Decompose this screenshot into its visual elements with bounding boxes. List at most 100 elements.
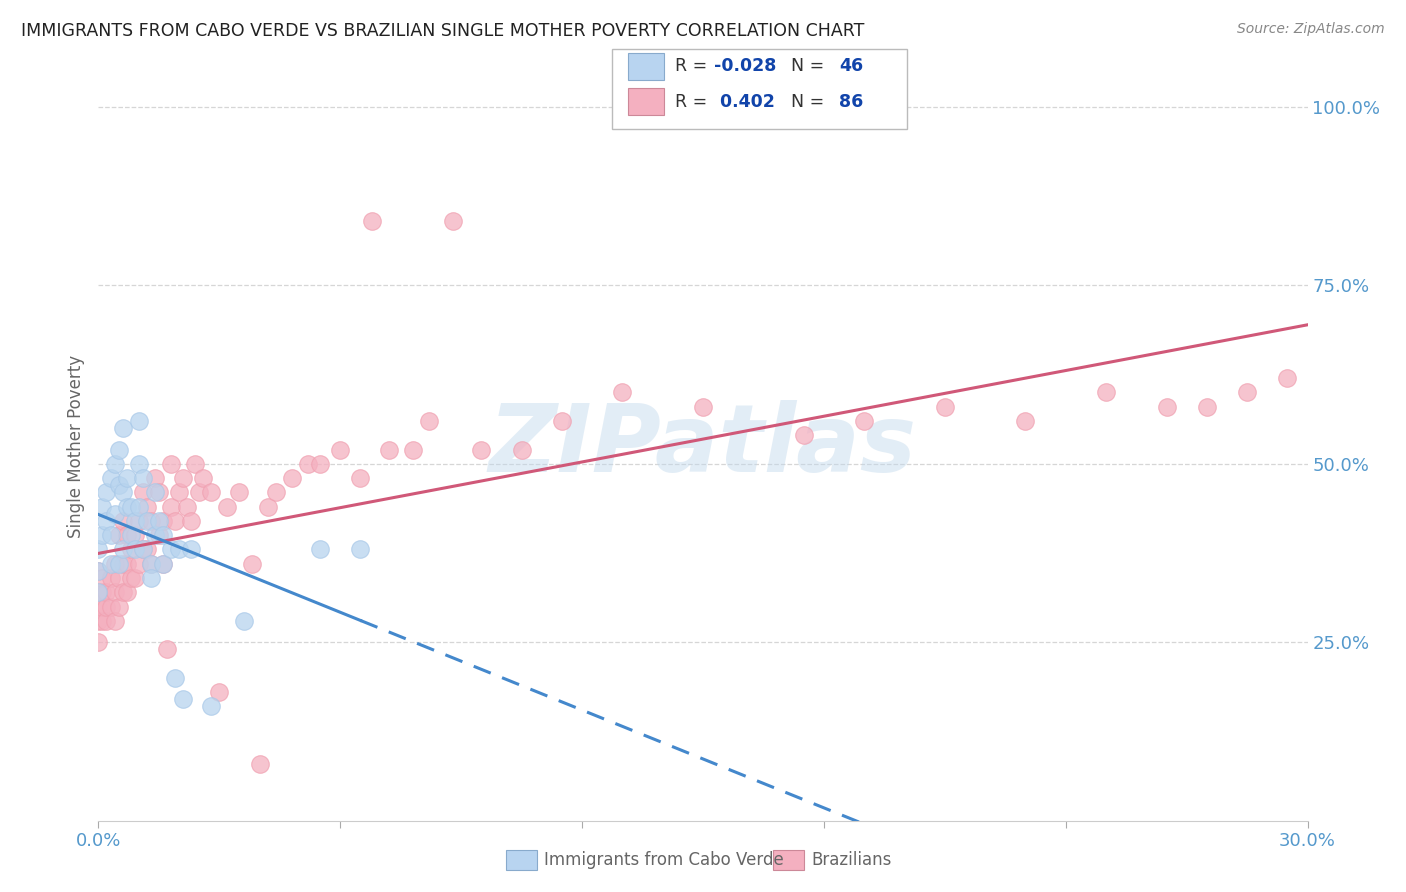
Point [128,457,150,471]
Text: ZIPatlas: ZIPatlas [489,400,917,492]
Text: 0.402: 0.402 [714,93,775,111]
Text: 86: 86 [839,93,863,111]
Point [107,442,129,457]
Point [249,756,271,771]
Point [107,478,129,492]
Point [148,528,170,542]
Point [107,599,129,614]
Point [793,428,815,442]
Point [115,500,138,514]
Text: -0.028: -0.028 [714,57,776,75]
Text: N =: N = [780,93,830,111]
Point [132,485,155,500]
Point [103,614,125,628]
Text: R =: R = [675,93,713,111]
Point [240,557,263,571]
Point [91,585,114,599]
Point [139,557,162,571]
Point [853,414,876,428]
Point [115,528,138,542]
Point [111,542,134,557]
Point [103,457,125,471]
Point [377,442,399,457]
Point [148,514,170,528]
Text: 46: 46 [839,57,863,75]
Point [297,457,319,471]
Point [87,614,110,628]
Text: Source: ZipAtlas.com: Source: ZipAtlas.com [1237,22,1385,37]
Point [139,514,162,528]
Point [232,614,254,628]
Point [510,442,533,457]
Point [135,542,157,557]
Point [163,671,186,685]
Point [163,514,186,528]
Point [111,514,134,528]
Point [184,457,207,471]
Point [87,542,110,557]
Point [100,471,122,485]
Point [143,528,166,542]
Point [208,685,231,699]
Point [87,564,110,578]
Point [91,500,114,514]
Point [264,485,287,500]
Point [180,542,202,557]
Point [128,414,150,428]
Point [132,471,155,485]
Point [934,400,956,414]
Point [96,614,118,628]
Point [200,699,222,714]
Point [180,514,202,528]
Point [156,642,179,657]
Point [120,571,142,585]
Point [96,599,118,614]
Point [152,514,174,528]
Point [115,557,138,571]
Point [135,514,157,528]
Point [103,507,125,521]
Point [124,571,146,585]
Point [143,485,166,500]
Point [96,514,118,528]
Point [120,500,142,514]
Point [115,471,138,485]
Point [1277,371,1299,385]
Point [329,442,352,457]
Point [87,564,110,578]
Point [200,485,222,500]
Point [132,542,155,557]
Point [1236,385,1258,400]
Y-axis label: Single Mother Poverty: Single Mother Poverty [66,354,84,538]
Point [115,585,138,599]
Point [100,571,122,585]
Point [91,571,114,585]
Point [470,442,492,457]
Point [111,485,134,500]
Point [1014,414,1036,428]
Point [124,528,146,542]
Point [418,414,440,428]
Point [349,542,371,557]
Point [281,471,304,485]
Point [160,500,183,514]
Point [100,599,122,614]
Point [441,214,464,228]
Point [160,457,183,471]
Point [91,528,114,542]
Point [91,599,114,614]
Point [139,557,162,571]
Point [402,442,425,457]
Point [111,557,134,571]
Point [256,500,278,514]
Point [91,614,114,628]
Point [100,557,122,571]
Point [217,500,239,514]
Text: R =: R = [675,57,713,75]
Point [111,585,134,599]
Point [349,471,371,485]
Point [1195,400,1218,414]
Point [176,500,198,514]
Point [96,485,118,500]
Point [120,542,142,557]
